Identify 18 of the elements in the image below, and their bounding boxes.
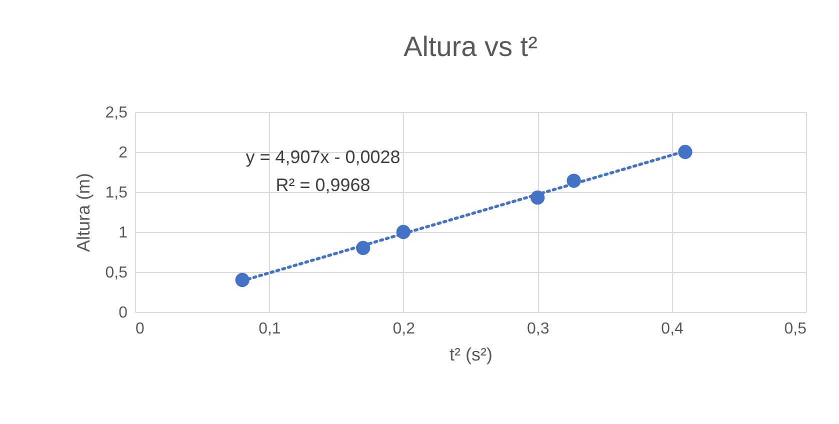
x-tick-label: 0,4 [661, 320, 684, 338]
x-axis-title: t² (s²) [450, 344, 492, 364]
x-tick-label: 0,3 [526, 320, 550, 338]
point [678, 144, 692, 160]
x-tick-label: 0,1 [258, 320, 281, 338]
x-tick-label: 0,2 [392, 320, 416, 338]
x-tick-label: 0,5 [784, 320, 807, 338]
annotation: R² = 0,9968 [276, 175, 370, 195]
y-axis-title: Altura (m) [73, 172, 94, 252]
y-tick-label: 2 [118, 144, 128, 162]
y-tick-label: 0 [118, 304, 128, 322]
y-tick-label: 2,5 [105, 104, 128, 122]
chart-title: Altura vs t² [404, 31, 538, 62]
y-tick-label: 1,5 [105, 184, 128, 202]
x-tick-label: 0 [136, 320, 144, 338]
y-tick-label: 0,5 [105, 264, 128, 282]
annotation: y = 4,907x - 0,0028 [246, 147, 400, 167]
y-tick-label: 1 [118, 224, 128, 242]
